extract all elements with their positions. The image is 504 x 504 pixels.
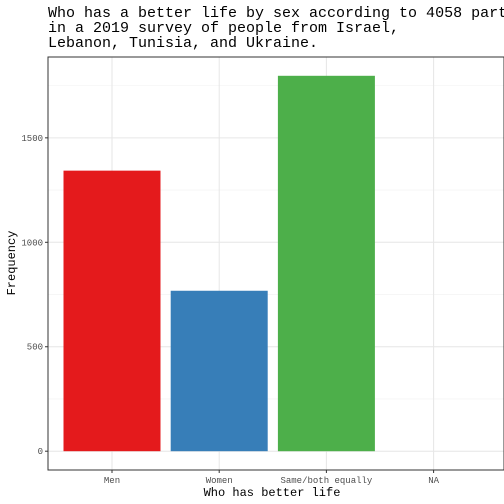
chart-title-line-3: Lebanon, Tunisia, and Ukraine. <box>48 35 318 52</box>
bar-same-both-equally <box>277 75 375 452</box>
x-tick-label: Women <box>206 476 233 486</box>
x-tick-label: Men <box>104 476 120 486</box>
chart-title-line-2: in a 2019 survey of people from Israel, <box>48 20 399 37</box>
bars <box>63 75 375 452</box>
y-axis-title: Frequency <box>5 231 19 296</box>
y-tick-label: 0 <box>38 447 43 457</box>
x-tick-label: NA <box>428 476 439 486</box>
y-tick-label: 1000 <box>21 238 43 248</box>
plot-border <box>47 56 504 471</box>
axes: 0 500 1000 1500 Men Women Same/both equally NA <box>21 134 439 486</box>
bar-women <box>170 290 268 452</box>
chart-title-line-1: Who has a better life by sex according t… <box>48 5 504 22</box>
x-axis-title: Who has better life <box>204 486 341 500</box>
y-tick-label: 500 <box>27 343 43 353</box>
bar-men <box>63 170 161 452</box>
x-tick-label: Same/both equally <box>280 476 372 486</box>
y-tick-label: 1500 <box>21 134 43 144</box>
